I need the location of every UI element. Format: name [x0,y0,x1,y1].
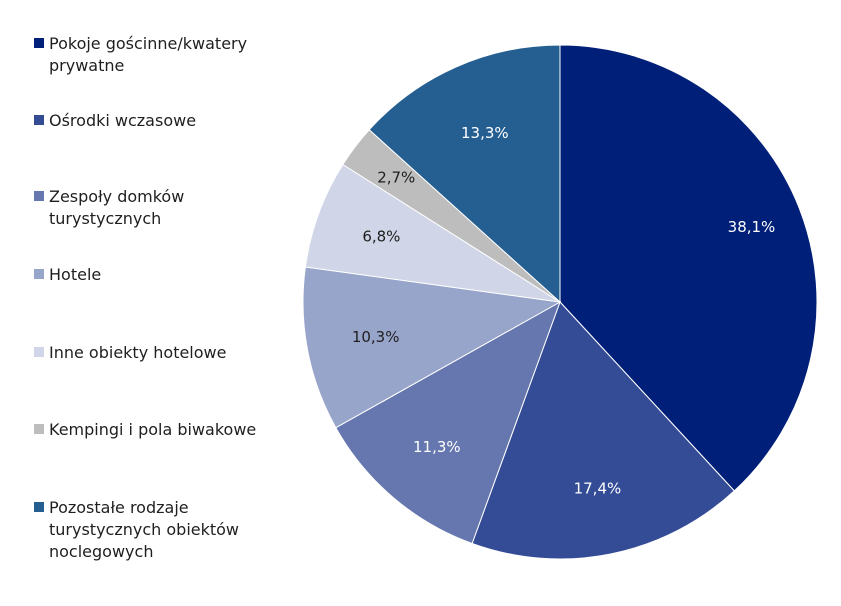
pie-slice [304,163,561,303]
legend-swatch [34,347,44,357]
pie-slice [559,44,818,492]
pie-slice [471,301,736,560]
legend-item-zespoly: Zespoły domków turystycznych [34,186,299,230]
legend-label: Zespoły domków turystycznych [49,187,185,228]
slice-data-label: 6,8% [362,228,400,246]
legend-swatch [34,269,44,279]
slice-data-label: 11,3% [413,438,461,456]
legend-item-osrodki: Ośrodki wczasowe [34,110,299,132]
legend-label: Ośrodki wczasowe [49,111,197,130]
legend-label: Kempingi i pola biwakowe [49,420,257,439]
slice-data-label: 17,4% [574,479,622,497]
legend-label: Pokoje gościnne/kwatery prywatne [49,34,248,75]
pie-slice [302,266,562,429]
pie-slice [335,300,561,545]
pie-slice [368,44,561,304]
slice-data-label: 10,3% [352,328,400,346]
legend-swatch [34,38,44,48]
slice-data-label: 13,3% [461,124,509,142]
slice-data-label: 38,1% [728,218,776,236]
legend-swatch [34,424,44,434]
slice-data-label: 2,7% [377,169,415,187]
legend-item-kempingi: Kempingi i pola biwakowe [34,419,299,441]
legend-label: Inne obiekty hotelowe [49,343,227,362]
chart-legend: Pokoje gościnne/kwatery prywatne Ośrodki… [0,0,300,606]
legend-swatch [34,502,44,512]
legend-label: Pozostałe rodzaje turystycznych obiektów… [49,498,240,561]
legend-item-pokoje: Pokoje gościnne/kwatery prywatne [34,33,299,77]
legend-item-inne: Inne obiekty hotelowe [34,342,299,364]
legend-label: Hotele [49,265,102,284]
legend-item-pozostale: Pozostałe rodzaje turystycznych obiektów… [34,497,299,563]
legend-item-hotele: Hotele [34,264,299,286]
legend-swatch [34,115,44,125]
legend-swatch [34,191,44,201]
